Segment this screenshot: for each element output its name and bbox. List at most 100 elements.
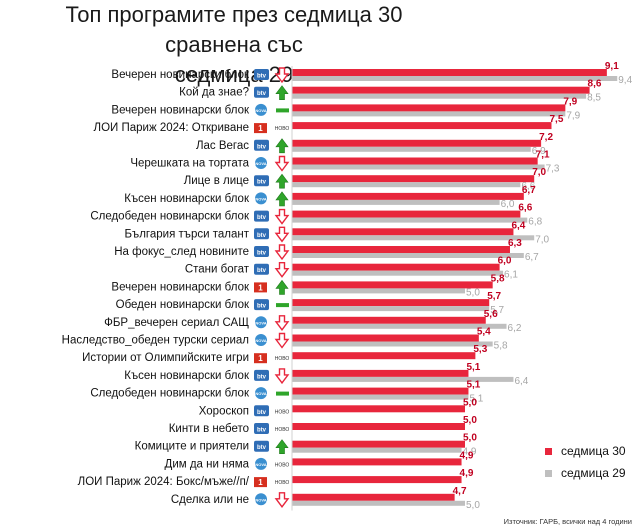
chart-row: Късен новинарски блок btv 5,1 6,4	[124, 362, 529, 387]
value-label-week30: 5,6	[484, 309, 498, 320]
value-label-week29: 7,9	[566, 110, 580, 121]
btv-logo-text: btv	[257, 215, 267, 221]
chart-row: Сделка или не NOVA 4,7 5,0	[171, 486, 480, 511]
category-label: Лас Вегас	[196, 140, 249, 152]
bar-week30	[292, 263, 500, 271]
nova-logo-bg	[255, 157, 267, 169]
channel-logo-icon: btv	[254, 440, 269, 452]
value-label-week29: 6,7	[525, 252, 539, 263]
category-label: Дим да ни няма	[165, 458, 250, 470]
bar-week29	[292, 500, 465, 506]
bar-week30	[292, 210, 521, 218]
value-label-week30: 5,3	[473, 344, 487, 355]
trend-up-arrow-icon	[275, 439, 289, 455]
channel-logo-icon: btv	[254, 299, 269, 311]
category-label: Истории от Олимпийските игри	[82, 352, 249, 364]
trend-up-arrow-icon	[275, 85, 289, 100]
bar-week30	[292, 281, 493, 289]
bar-week30	[292, 405, 465, 413]
value-label-week30: 9,1	[605, 61, 619, 72]
bar-week29	[292, 76, 618, 81]
btv-logo-bg	[254, 440, 269, 452]
bar-week29	[292, 235, 535, 241]
bnt1-logo-text: 1	[258, 124, 263, 133]
nova-logo-bg	[255, 493, 267, 506]
trend-down-arrow-icon	[274, 262, 290, 278]
chart-row: Истории от Олимпийските игри 1 НОВО 5,3	[82, 344, 488, 364]
btv-logo-bg	[254, 210, 269, 222]
bnt1-logo-bg	[254, 123, 267, 134]
bar-week30	[292, 493, 455, 501]
value-label-week30: 7,1	[536, 150, 550, 161]
btv-logo-bg	[254, 263, 269, 275]
trend-up-arrow-icon	[275, 173, 289, 189]
new-program-label: НОВО	[275, 409, 290, 415]
chart-row: Следобеден новинарски блок NOVA 5,1 5,1	[90, 380, 483, 405]
source-note: Източник: ГАРБ, всички над 4 години	[503, 517, 632, 526]
legend-label-current: седмица 30	[561, 444, 626, 458]
value-label-week30: 8,6	[588, 79, 602, 90]
category-label: Кинти в небето	[169, 423, 249, 435]
category-label: На фокус_след новините	[114, 246, 249, 258]
value-label-week29: 6,6	[521, 181, 535, 192]
chart-row: ЛОИ Париж 2024: Бокс/мъже//п/1 НОВО 4,9	[78, 468, 474, 488]
chart-row: Лице в лице btv 7,0 6,6	[184, 167, 547, 192]
channel-logo-icon: btv	[254, 69, 269, 80]
btv-logo-bg	[254, 423, 269, 434]
bnt1-logo-bg	[254, 282, 267, 293]
value-label-week30: 6,7	[522, 185, 536, 196]
chart-row: Стани богат btv 6,0 6,1	[185, 256, 519, 281]
value-label-week30: 6,4	[511, 220, 525, 231]
channel-logo-icon: NOVA	[255, 157, 267, 169]
trend-down-arrow-icon	[274, 368, 290, 385]
bnt1-logo-text: 1	[258, 283, 263, 292]
bar-week30	[292, 334, 479, 342]
bar-week30	[292, 192, 524, 200]
bar-week30	[292, 458, 462, 466]
value-label-week30: 5,0	[463, 415, 477, 426]
category-label: Сделка или не	[171, 494, 249, 506]
channel-logo-icon: btv	[254, 263, 269, 275]
category-label: България търси талант	[124, 228, 249, 240]
btv-logo-bg	[254, 246, 269, 257]
bar-week30	[292, 246, 510, 253]
value-label-week30: 4,9	[460, 450, 474, 461]
category-label: Следобеден новинарски блок	[90, 388, 250, 400]
value-label-week29: 6,4	[514, 376, 528, 387]
channel-logo-icon: btv	[254, 210, 269, 222]
category-label: Обеден новинарски блок	[116, 299, 250, 311]
channel-logo-icon: NOVA	[255, 316, 267, 329]
bnt1-logo-bg	[254, 353, 267, 364]
channel-logo-icon: 1	[254, 123, 267, 134]
trend-down-arrow-icon	[274, 226, 290, 243]
bnt1-logo-text: 1	[258, 354, 263, 363]
value-label-week29: 6,9	[532, 146, 546, 157]
value-label-week30: 7,9	[563, 96, 577, 107]
bar-week29	[292, 199, 500, 205]
value-label-week30: 5,0	[463, 397, 477, 408]
new-program-label: НОВО	[275, 126, 290, 132]
value-label-week29: 7,3	[546, 164, 560, 175]
nova-logo-bg	[255, 457, 267, 470]
category-label: Късен новинарски блок	[124, 193, 250, 205]
value-label-week30: 6,6	[518, 203, 532, 214]
btv-logo-bg	[254, 299, 269, 311]
btv-logo-text: btv	[257, 304, 267, 310]
bar-week29	[292, 447, 462, 453]
channel-logo-icon: btv	[254, 228, 269, 240]
trend-up-arrow-icon	[275, 138, 289, 154]
category-label: Хороскоп	[199, 405, 249, 417]
value-label-week29: 4,9	[463, 447, 477, 458]
value-label-week29: 7,0	[535, 234, 549, 245]
bar-week30	[292, 352, 476, 360]
channel-logo-icon: 1	[254, 353, 267, 364]
value-label-week30: 5,1	[466, 380, 480, 391]
value-label-week30: 6,0	[498, 256, 512, 267]
btv-logo-text: btv	[257, 268, 267, 274]
category-label: Стани богат	[185, 264, 250, 276]
channel-logo-icon: NOVA	[255, 334, 267, 346]
category-label: Черешката на тортата	[130, 158, 249, 170]
category-label: Късен новинарски блок	[124, 370, 250, 382]
btv-logo-text: btv	[257, 233, 267, 239]
